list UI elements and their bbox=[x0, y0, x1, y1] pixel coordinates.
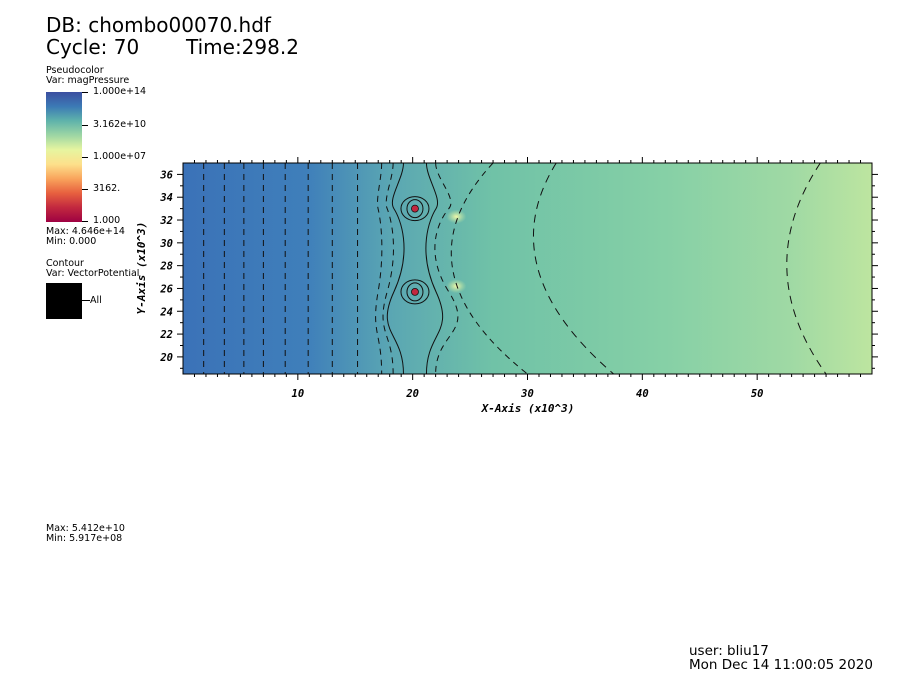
heatmap-field bbox=[183, 163, 872, 374]
source-point bbox=[411, 204, 419, 213]
colorbar bbox=[46, 92, 82, 222]
contour-line bbox=[386, 163, 405, 374]
colorbar-tick-label: 1.000e+14 bbox=[93, 86, 147, 97]
colorbar-tick-label: 3162. bbox=[93, 183, 121, 194]
y-tick-label: 26 bbox=[159, 283, 173, 295]
contour-lines bbox=[203, 163, 827, 374]
y-tick-label: 20 bbox=[159, 352, 173, 364]
time-label: Time:298.2 bbox=[186, 35, 299, 59]
contour-loop bbox=[400, 196, 430, 222]
colorbar-tick-label: 1.000 bbox=[93, 215, 121, 226]
contour-line bbox=[532, 163, 614, 374]
y-tick-label: 28 bbox=[159, 261, 173, 273]
contour-loop bbox=[406, 199, 424, 219]
y-tick-label: 32 bbox=[159, 215, 173, 227]
colorbar-tick-label: 1.000e+07 bbox=[93, 151, 147, 162]
colorbar-tick-label: 3.162e+10 bbox=[93, 119, 147, 130]
contour-line bbox=[425, 163, 444, 374]
y-tick-label: 24 bbox=[159, 306, 173, 318]
pseudocolor-min: Min: 0.000 bbox=[46, 236, 97, 247]
contour-min: Min: 5.917e+08 bbox=[46, 533, 123, 544]
x-tick-label: 50 bbox=[751, 388, 764, 400]
plot-axes: 10 20 30 40 50 20 22 24 26 28 30 32 34 36 bbox=[159, 157, 878, 400]
contour-loop bbox=[400, 279, 430, 305]
contour-title: Contour bbox=[46, 258, 84, 269]
contour-legend-tick bbox=[82, 300, 90, 301]
field-background bbox=[183, 163, 872, 374]
colorbar-tick bbox=[82, 125, 88, 126]
bright-spot bbox=[446, 279, 467, 294]
cycle-label: Cycle: 70 bbox=[46, 35, 140, 59]
pseudocolor-var: Var: magPressure bbox=[46, 75, 130, 86]
contour-line bbox=[434, 163, 459, 374]
contour-var: Var: VectorPotential bbox=[46, 269, 140, 279]
contour-loop bbox=[406, 282, 424, 302]
contour-max: Max: 5.412e+10 bbox=[46, 523, 125, 534]
contour-line bbox=[786, 163, 827, 374]
x-tick-label: 40 bbox=[636, 388, 649, 400]
user-label: user: bliu17 bbox=[689, 643, 769, 659]
x-axis-title: X-Axis (x10^3) bbox=[481, 402, 575, 415]
y-axis-title: Y-Axis (x10^3) bbox=[135, 222, 148, 315]
database-label: DB: chombo00070.hdf bbox=[46, 13, 271, 37]
pseudocolor-max: Max: 4.646e+14 bbox=[46, 226, 125, 237]
x-tick-label: 30 bbox=[520, 388, 534, 400]
colorbar-tick bbox=[82, 92, 88, 93]
source-point bbox=[411, 287, 419, 296]
contour-line bbox=[382, 163, 394, 374]
colorbar-tick bbox=[82, 221, 88, 222]
pseudocolor-title: Pseudocolor bbox=[46, 65, 104, 76]
y-tick-label: 34 bbox=[159, 192, 173, 204]
contour-legend-label: All bbox=[90, 295, 102, 306]
bright-spot bbox=[446, 209, 467, 224]
colorbar-tick bbox=[82, 157, 88, 158]
y-tick-label: 36 bbox=[159, 169, 173, 181]
x-tick-label: 20 bbox=[405, 388, 419, 400]
contour-line bbox=[450, 163, 528, 374]
x-tick-label: 10 bbox=[292, 388, 305, 400]
y-tick-label: 30 bbox=[159, 238, 173, 250]
contour-legend-swatch bbox=[46, 283, 82, 319]
y-tick-label: 22 bbox=[159, 329, 173, 341]
date-label: Mon Dec 14 11:00:05 2020 bbox=[689, 657, 873, 673]
colorbar-tick bbox=[82, 189, 88, 190]
